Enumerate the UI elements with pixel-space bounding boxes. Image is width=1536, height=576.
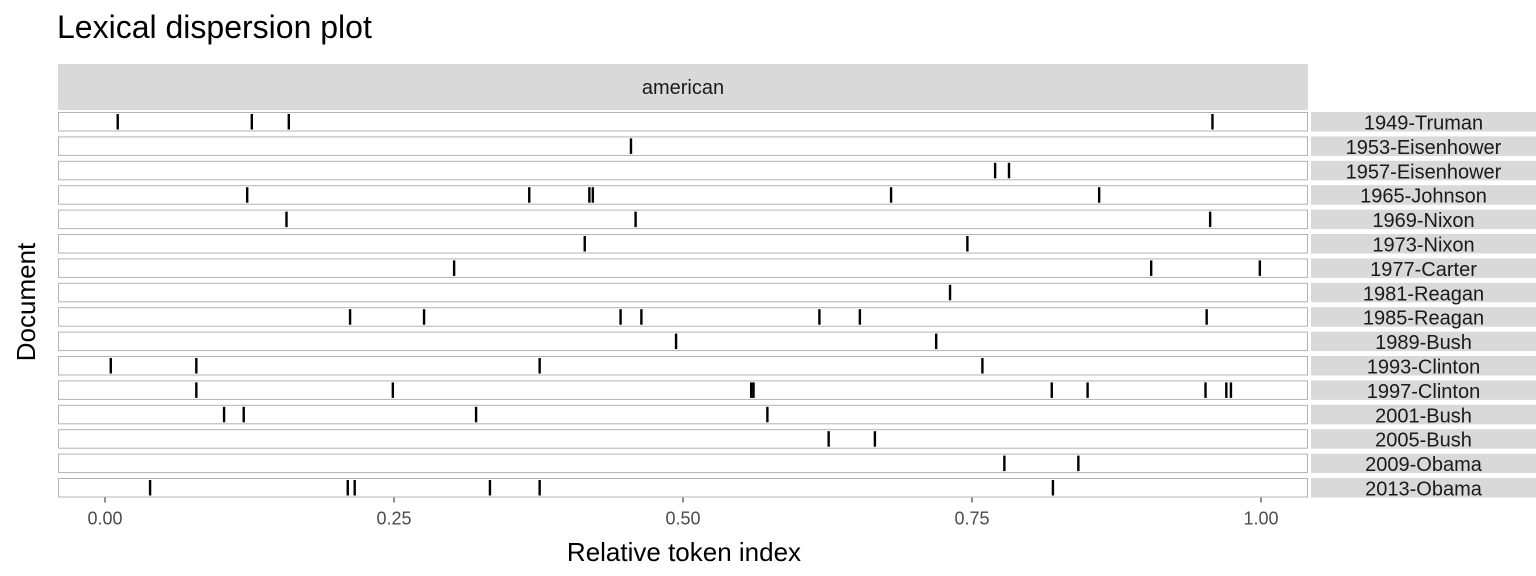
row-panel (58, 258, 1308, 278)
row-panel (58, 160, 1308, 181)
row-panel (58, 307, 1308, 327)
row-strip (1311, 209, 1536, 230)
row-strip (1311, 234, 1536, 254)
row-panel (58, 429, 1308, 449)
document-label: 1973-Nixon (1372, 235, 1474, 257)
row-strip (1311, 404, 1536, 425)
row-panel (58, 404, 1308, 425)
row-strip (1311, 429, 1536, 449)
row-panel (58, 453, 1308, 474)
facet-label: american (642, 77, 724, 99)
row-panel (58, 136, 1308, 156)
document-row: 1965-Johnson (58, 185, 1536, 208)
row-strip (1311, 331, 1536, 352)
document-label: 1969-Nixon (1372, 210, 1474, 232)
x-tick-label: 0.25 (376, 509, 411, 529)
document-label: 2009-Obama (1365, 454, 1483, 476)
y-axis-title: Document (11, 242, 41, 361)
row-panel (58, 185, 1308, 205)
row-strip (1311, 112, 1536, 132)
row-panel (58, 234, 1308, 254)
x-axis-ticks: 0.00 0.25 0.50 0.75 1.00 (87, 497, 1279, 529)
document-row: 2009-Obama (58, 453, 1536, 476)
document-rows: 1949-Truman1953-Eisenhower1957-Eisenhowe… (58, 112, 1536, 501)
facet-strip (58, 64, 1308, 110)
row-strip (1311, 307, 1536, 327)
document-row: 1993-Clinton (58, 356, 1536, 379)
row-strip (1311, 282, 1536, 303)
x-tick-label: 1.00 (1243, 509, 1278, 529)
row-panel (58, 282, 1308, 303)
row-panel (58, 478, 1308, 498)
document-row: 2013-Obama (58, 478, 1536, 501)
document-row: 1969-Nixon (58, 209, 1536, 232)
document-label: 1981-Reagan (1363, 283, 1484, 305)
document-label: 1949-Truman (1364, 113, 1483, 135)
document-row: 1997-Clinton (58, 380, 1536, 403)
row-strip (1311, 380, 1536, 400)
document-row: 1957-Eisenhower (58, 160, 1536, 183)
chart-title: Lexical dispersion plot (57, 9, 372, 45)
x-tick-label: 0.50 (665, 509, 700, 529)
row-strip (1311, 356, 1536, 376)
row-strip (1311, 258, 1536, 278)
row-strip (1311, 136, 1536, 156)
document-label: 1953-Eisenhower (1346, 137, 1502, 159)
row-strip (1311, 185, 1536, 205)
document-row: 1989-Bush (58, 331, 1536, 354)
document-row: 1977-Carter (58, 258, 1536, 281)
document-label: 1993-Clinton (1367, 357, 1480, 379)
row-panel (58, 331, 1308, 352)
document-row: 2005-Bush (58, 429, 1536, 452)
row-strip (1311, 160, 1536, 181)
document-row: 1949-Truman (58, 112, 1536, 135)
document-label: 1985-Reagan (1363, 308, 1484, 330)
document-label: 1957-Eisenhower (1346, 161, 1502, 183)
document-label: 2001-Bush (1375, 405, 1472, 427)
row-panel (58, 209, 1308, 230)
row-strip (1311, 478, 1536, 498)
document-row: 1985-Reagan (58, 307, 1536, 330)
document-label: 2005-Bush (1375, 430, 1472, 452)
document-row: 2001-Bush (58, 404, 1536, 427)
row-strip (1311, 453, 1536, 474)
x-tick-label: 0.00 (87, 509, 122, 529)
document-row: 1953-Eisenhower (58, 136, 1536, 159)
x-axis-title: Relative token index (567, 537, 801, 567)
document-label: 1997-Clinton (1367, 381, 1480, 403)
document-label: 1989-Bush (1375, 332, 1472, 354)
document-label: 1977-Carter (1370, 259, 1477, 281)
x-tick-label: 0.75 (954, 509, 989, 529)
document-label: 1965-Johnson (1360, 186, 1487, 208)
row-panel (58, 112, 1308, 132)
document-row: 1973-Nixon (58, 234, 1536, 257)
document-row: 1981-Reagan (58, 282, 1536, 305)
row-panel (58, 356, 1308, 376)
row-panel (58, 380, 1308, 400)
document-label: 2013-Obama (1365, 479, 1483, 501)
